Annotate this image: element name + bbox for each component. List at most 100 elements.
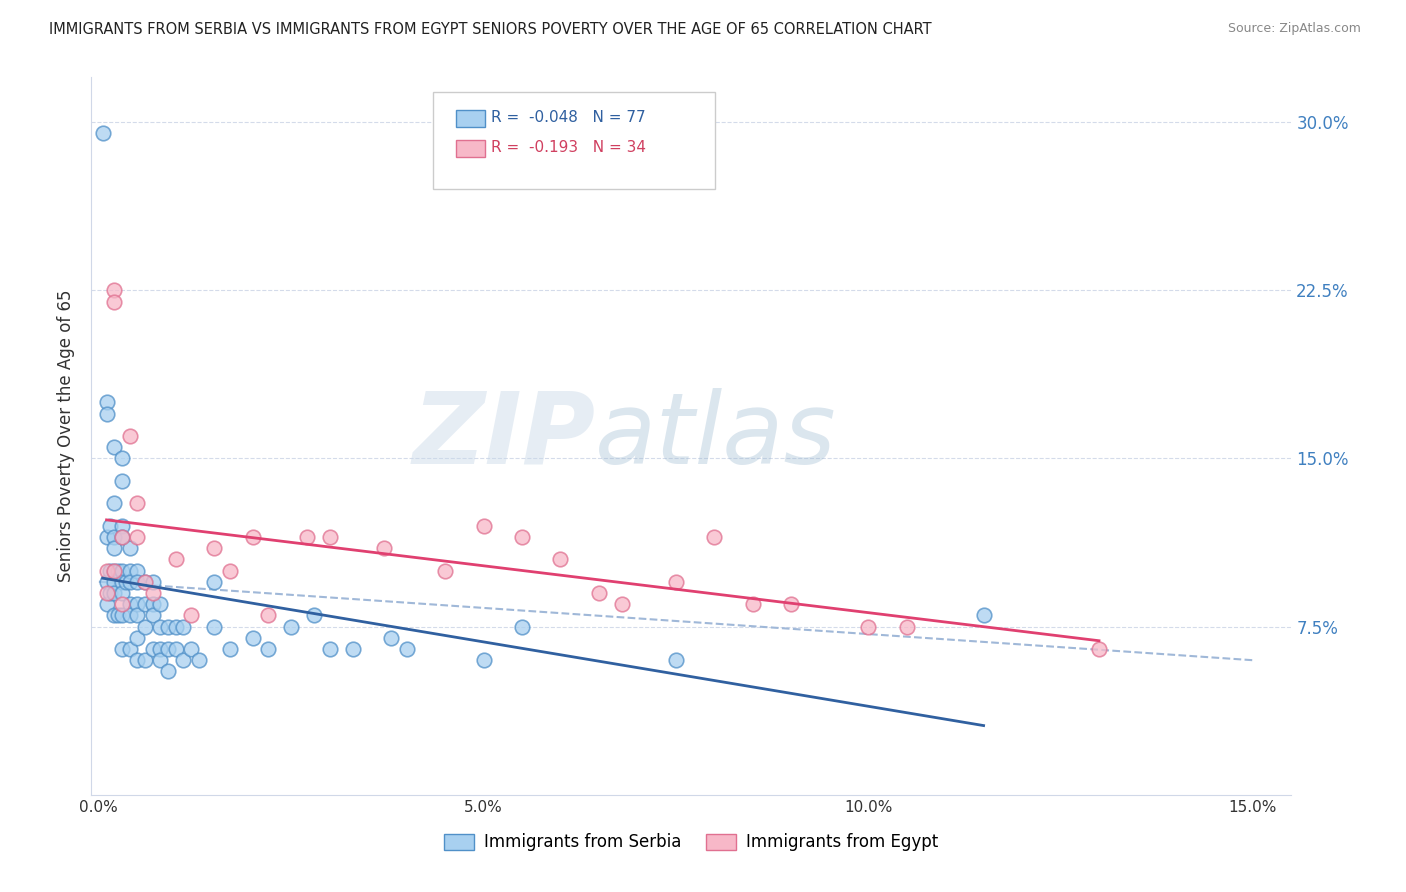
Point: [103, 608, 125, 623]
Point: [142, 608, 165, 623]
Text: Source: ZipAtlas.com: Source: ZipAtlas.com: [1227, 22, 1361, 36]
Point: [318, 530, 340, 544]
Point: [510, 619, 533, 633]
Point: [111, 608, 134, 623]
Point: [111, 597, 134, 611]
FancyBboxPatch shape: [433, 92, 716, 188]
Point: [202, 541, 225, 556]
Point: [780, 597, 803, 611]
Point: [180, 608, 202, 623]
Point: [142, 597, 165, 611]
Point: [395, 642, 418, 657]
Point: [295, 530, 318, 544]
FancyBboxPatch shape: [456, 110, 485, 127]
Point: [118, 429, 141, 443]
Point: [257, 642, 280, 657]
Point: [134, 597, 156, 611]
Point: [91, 127, 114, 141]
Point: [342, 642, 364, 657]
Point: [127, 653, 149, 667]
Point: [149, 597, 172, 611]
Point: [304, 608, 326, 623]
Point: [588, 586, 610, 600]
Point: [107, 608, 129, 623]
Point: [103, 530, 125, 544]
Point: [111, 574, 134, 589]
Point: [157, 619, 180, 633]
Point: [96, 586, 118, 600]
Text: ZIP: ZIP: [412, 387, 595, 484]
Point: [96, 395, 118, 409]
Point: [187, 653, 209, 667]
Point: [218, 642, 240, 657]
Point: [165, 552, 187, 566]
Point: [472, 653, 495, 667]
Point: [96, 564, 118, 578]
Point: [111, 451, 134, 466]
Point: [103, 586, 125, 600]
Point: [149, 642, 172, 657]
Point: [157, 665, 180, 679]
Point: [472, 518, 495, 533]
Point: [380, 631, 402, 645]
Point: [103, 294, 125, 309]
Point: [111, 564, 134, 578]
Point: [202, 619, 225, 633]
Point: [142, 586, 165, 600]
Point: [242, 530, 264, 544]
Point: [165, 642, 187, 657]
Point: [100, 586, 122, 600]
Point: [142, 642, 165, 657]
Point: [103, 564, 125, 578]
Point: [134, 574, 156, 589]
Point: [134, 574, 156, 589]
Point: [318, 642, 340, 657]
Point: [118, 574, 141, 589]
Point: [134, 653, 156, 667]
Point: [100, 564, 122, 578]
Point: [96, 407, 118, 421]
Point: [100, 518, 122, 533]
Point: [550, 552, 572, 566]
Point: [172, 653, 194, 667]
Point: [96, 530, 118, 544]
Point: [896, 619, 918, 633]
Legend: Immigrants from Serbia, Immigrants from Egypt: Immigrants from Serbia, Immigrants from …: [437, 827, 945, 858]
Point: [127, 574, 149, 589]
Point: [665, 653, 688, 667]
Point: [973, 608, 995, 623]
Point: [610, 597, 633, 611]
Point: [111, 530, 134, 544]
Point: [149, 619, 172, 633]
Point: [127, 631, 149, 645]
Point: [134, 619, 156, 633]
Text: IMMIGRANTS FROM SERBIA VS IMMIGRANTS FROM EGYPT SENIORS POVERTY OVER THE AGE OF : IMMIGRANTS FROM SERBIA VS IMMIGRANTS FRO…: [49, 22, 932, 37]
Point: [118, 597, 141, 611]
Point: [1088, 642, 1111, 657]
Point: [96, 597, 118, 611]
Point: [103, 574, 125, 589]
Point: [111, 586, 134, 600]
Point: [142, 574, 165, 589]
Point: [127, 496, 149, 510]
Point: [103, 284, 125, 298]
Point: [242, 631, 264, 645]
Point: [127, 608, 149, 623]
Point: [741, 597, 763, 611]
Point: [103, 440, 125, 454]
Point: [103, 496, 125, 510]
Point: [111, 642, 134, 657]
Text: atlas: atlas: [595, 387, 837, 484]
Point: [856, 619, 879, 633]
Point: [118, 608, 141, 623]
Point: [103, 541, 125, 556]
Point: [180, 642, 202, 657]
Point: [165, 619, 187, 633]
Point: [111, 474, 134, 488]
Point: [127, 530, 149, 544]
Point: [127, 564, 149, 578]
Point: [118, 642, 141, 657]
Point: [257, 608, 280, 623]
Point: [373, 541, 395, 556]
Point: [111, 518, 134, 533]
